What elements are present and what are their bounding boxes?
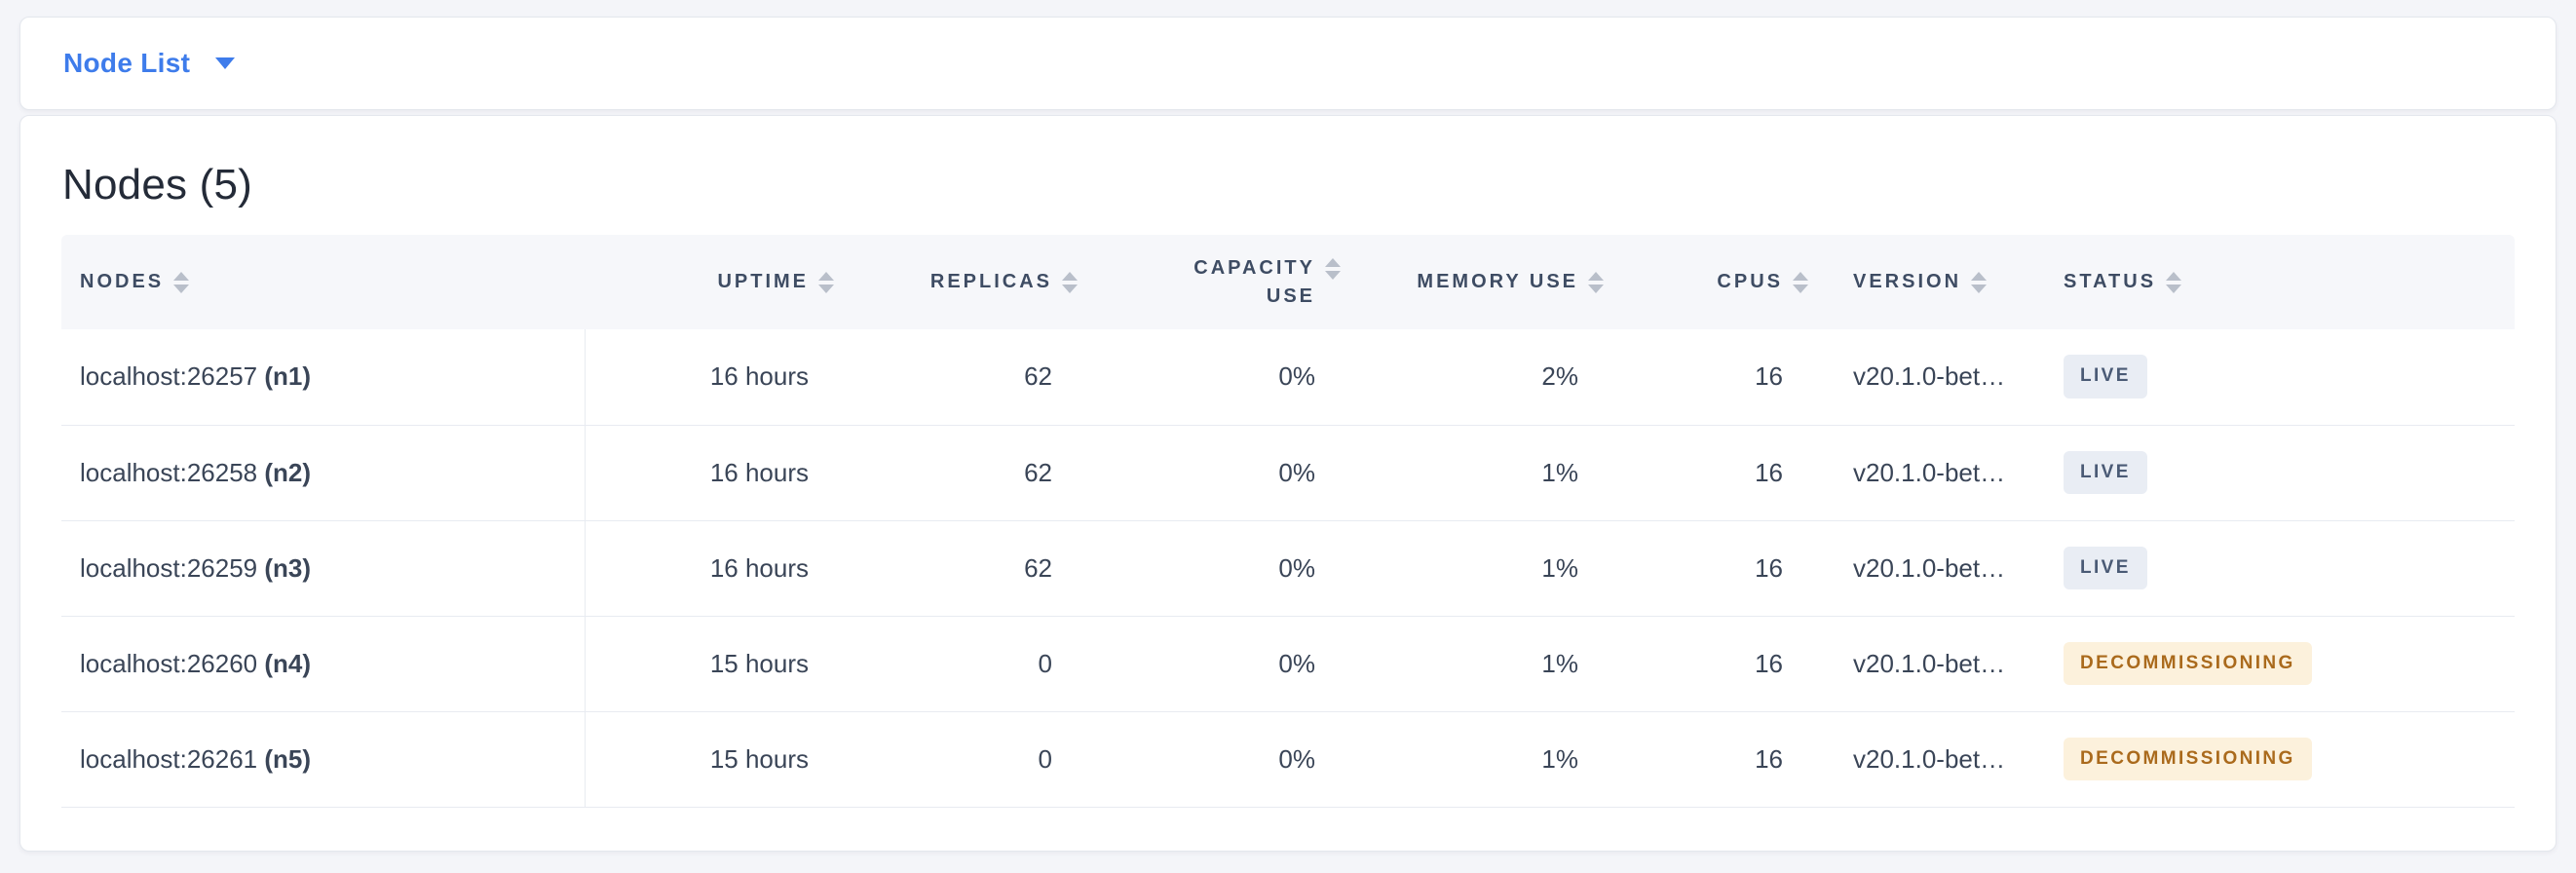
cell-replicas: 62 bbox=[848, 329, 1091, 426]
page-title: Nodes (5) bbox=[62, 161, 252, 209]
cell-cpus: 16 bbox=[1617, 616, 1822, 712]
table-row[interactable]: localhost:26259 (n3) 16 hours 62 0% 1% 1… bbox=[61, 520, 2515, 617]
cell-status: DECOMMISSIONING bbox=[2036, 616, 2515, 712]
cell-cpus: 16 bbox=[1617, 329, 1822, 426]
table-row[interactable]: localhost:26261 (n5) 15 hours 0 0% 1% 16… bbox=[61, 711, 2515, 808]
cell-status: LIVE bbox=[2036, 425, 2515, 521]
cell-version: v20.1.0-bet… bbox=[1822, 425, 2036, 521]
cell-replicas: 62 bbox=[848, 425, 1091, 521]
column-label: CAPACITY USE bbox=[1193, 256, 1315, 307]
cell-uptime: 16 hours bbox=[585, 329, 848, 426]
column-label: VERSION bbox=[1853, 271, 1962, 292]
node-id: (n2) bbox=[264, 457, 312, 487]
node-address: localhost:26259 bbox=[80, 552, 258, 583]
column-header-replicas[interactable]: REPLICAS bbox=[848, 235, 1091, 329]
sort-icon bbox=[818, 272, 834, 293]
status-badge: LIVE bbox=[2064, 450, 2147, 495]
cell-node-address: localhost:26259 (n3) bbox=[61, 520, 586, 617]
cell-uptime: 15 hours bbox=[585, 616, 848, 712]
view-selector-bar: Node List bbox=[19, 17, 2557, 110]
cell-version: v20.1.0-bet… bbox=[1822, 616, 2036, 712]
column-label: REPLICAS bbox=[929, 271, 1052, 292]
cell-capacity-use: 0% bbox=[1091, 616, 1354, 712]
sort-icon bbox=[1325, 258, 1341, 280]
cell-version: v20.1.0-bet… bbox=[1822, 329, 2036, 426]
cell-version: v20.1.0-bet… bbox=[1822, 520, 2036, 617]
cell-memory-use: 1% bbox=[1354, 711, 1617, 808]
cell-node-address: localhost:26257 (n1) bbox=[61, 329, 586, 426]
column-header-cpus[interactable]: CPUS bbox=[1617, 235, 1822, 329]
cell-status: DECOMMISSIONING bbox=[2036, 711, 2515, 808]
node-list-table: NODES UPTIME REPLICAS bbox=[61, 235, 2515, 808]
chevron-down-icon bbox=[215, 57, 236, 69]
node-id: (n4) bbox=[264, 648, 312, 678]
cell-status: LIVE bbox=[2036, 329, 2515, 426]
cell-cpus: 16 bbox=[1617, 425, 1822, 521]
cell-replicas: 62 bbox=[848, 520, 1091, 617]
node-id: (n5) bbox=[264, 743, 312, 774]
cell-memory-use: 2% bbox=[1354, 329, 1617, 426]
sort-icon bbox=[2166, 272, 2181, 293]
column-header-version[interactable]: VERSION bbox=[1822, 235, 2036, 329]
cell-memory-use: 1% bbox=[1354, 616, 1617, 712]
sort-icon bbox=[173, 272, 189, 293]
cell-node-address: localhost:26258 (n2) bbox=[61, 425, 586, 521]
column-header-uptime[interactable]: UPTIME bbox=[585, 235, 848, 329]
table-row[interactable]: localhost:26258 (n2) 16 hours 62 0% 1% 1… bbox=[61, 425, 2515, 521]
node-address: localhost:26257 bbox=[80, 361, 258, 392]
cell-cpus: 16 bbox=[1617, 520, 1822, 617]
cell-capacity-use: 0% bbox=[1091, 329, 1354, 426]
column-label: NODES bbox=[80, 271, 165, 292]
nodes-panel: Nodes (5) NODES UPTIME bbox=[19, 115, 2557, 852]
table-row[interactable]: localhost:26260 (n4) 15 hours 0 0% 1% 16… bbox=[61, 616, 2515, 712]
column-label: CPUS bbox=[1717, 271, 1783, 292]
cell-capacity-use: 0% bbox=[1091, 520, 1354, 617]
column-header-capacity-use[interactable]: CAPACITY USE bbox=[1091, 235, 1354, 329]
node-id: (n1) bbox=[264, 361, 312, 392]
table-header-row: NODES UPTIME REPLICAS bbox=[61, 235, 2515, 329]
cell-node-address: localhost:26261 (n5) bbox=[61, 711, 586, 808]
cell-uptime: 15 hours bbox=[585, 711, 848, 808]
cell-capacity-use: 0% bbox=[1091, 425, 1354, 521]
view-selector-label: Node List bbox=[63, 48, 191, 78]
status-badge: LIVE bbox=[2064, 546, 2147, 590]
cell-uptime: 16 hours bbox=[585, 520, 848, 617]
sort-icon bbox=[1588, 272, 1604, 293]
cell-memory-use: 1% bbox=[1354, 425, 1617, 521]
column-label: UPTIME bbox=[717, 271, 809, 292]
cell-cpus: 16 bbox=[1617, 711, 1822, 808]
cell-version: v20.1.0-bet… bbox=[1822, 711, 2036, 808]
cell-capacity-use: 0% bbox=[1091, 711, 1354, 808]
cell-node-address: localhost:26260 (n4) bbox=[61, 616, 586, 712]
column-label: STATUS bbox=[2064, 271, 2157, 292]
node-id: (n3) bbox=[264, 552, 312, 583]
cell-status: LIVE bbox=[2036, 520, 2515, 617]
column-header-status[interactable]: STATUS bbox=[2036, 235, 2515, 329]
sort-icon bbox=[1793, 272, 1808, 293]
cell-uptime: 16 hours bbox=[585, 425, 848, 521]
cell-memory-use: 1% bbox=[1354, 520, 1617, 617]
view-selector-dropdown[interactable]: Node List bbox=[63, 48, 236, 79]
table-row[interactable]: localhost:26257 (n1) 16 hours 62 0% 2% 1… bbox=[61, 329, 2515, 426]
column-header-memory-use[interactable]: MEMORY USE bbox=[1354, 235, 1617, 329]
status-badge: DECOMMISSIONING bbox=[2064, 641, 2312, 686]
cell-replicas: 0 bbox=[848, 711, 1091, 808]
sort-icon bbox=[1971, 272, 1987, 293]
node-address: localhost:26260 bbox=[80, 648, 258, 678]
column-header-nodes[interactable]: NODES bbox=[61, 235, 585, 329]
status-badge: LIVE bbox=[2064, 355, 2147, 399]
node-address: localhost:26261 bbox=[80, 743, 258, 774]
status-badge: DECOMMISSIONING bbox=[2064, 737, 2312, 781]
sort-icon bbox=[1062, 272, 1078, 293]
column-label: MEMORY USE bbox=[1417, 271, 1578, 292]
node-address: localhost:26258 bbox=[80, 457, 258, 487]
cell-replicas: 0 bbox=[848, 616, 1091, 712]
